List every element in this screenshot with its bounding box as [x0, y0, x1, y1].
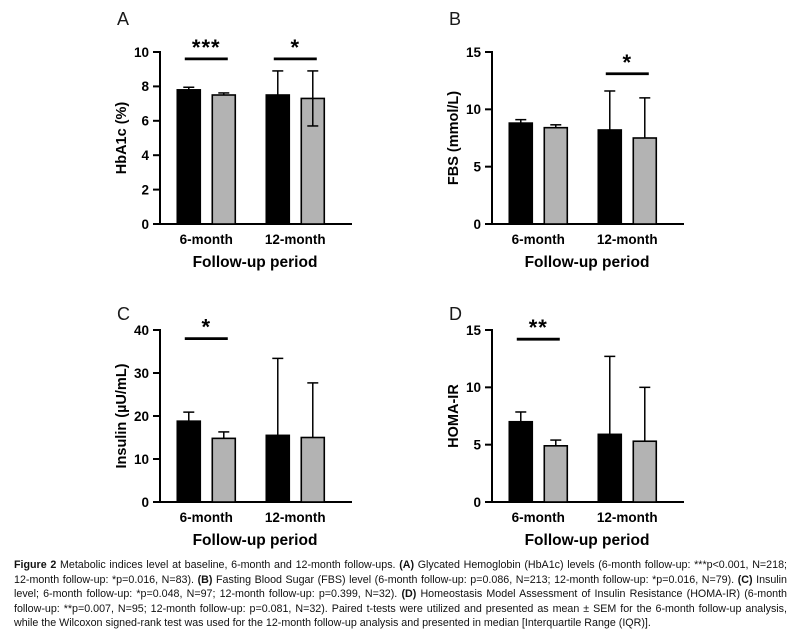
y-tick-label: 10	[466, 380, 481, 395]
category-label: 6-month	[180, 510, 233, 525]
category-label: 12-month	[265, 232, 326, 247]
caption-bold-segment: (D)	[401, 588, 417, 601]
chart-panel-d: D 0 5 10 15 HOMA-IR 6-month 12-month ** Follow-u…	[424, 294, 760, 584]
y-tick-label: 10	[134, 452, 149, 467]
caption-bold-segment: (A)	[399, 559, 415, 571]
x-axis-label: Follow-up period	[193, 254, 318, 271]
significance-asterisks: *	[201, 315, 211, 340]
gray-bar	[211, 94, 237, 225]
chart-c-svg: 0 10 20 30 40 Insulin (µU/mL) 6-month 12-month *…	[114, 315, 352, 549]
black-bar	[176, 89, 202, 225]
category-label: 6-month	[512, 510, 565, 525]
chart-b-svg: 0 5 10 15 FBS (mmol/L) 6-month 12-month * Follow…	[446, 45, 684, 271]
significance-asterisks: ***	[192, 35, 221, 60]
category-label: 6-month	[180, 232, 233, 247]
black-bar	[508, 122, 534, 225]
y-tick-label: 10	[466, 102, 481, 117]
y-tick-label: 0	[473, 217, 481, 232]
x-axis-label: Follow-up period	[525, 532, 650, 549]
y-tick-label: 15	[466, 323, 482, 338]
gray-bar	[300, 436, 326, 503]
y-axis-label: Insulin (µU/mL)	[114, 363, 130, 468]
y-axis-label: HOMA-IR	[446, 384, 462, 448]
panel-label-a: A	[117, 9, 130, 29]
figure-caption: Figure 2 Metabolic indices level at base…	[14, 558, 787, 631]
y-tick-label: 10	[134, 45, 149, 60]
y-tick-label: 0	[141, 495, 149, 510]
chart-c-plot-area: 0 10 20 30 40 Insulin (µU/mL) 6-month 12-month *…	[92, 300, 428, 573]
category-label: 12-month	[597, 232, 658, 247]
gray-bar	[543, 126, 569, 225]
caption-text-segment: Metabolic indices level at baseline, 6-m…	[56, 559, 400, 571]
x-axis-label: Follow-up period	[193, 532, 318, 549]
y-axis-label: HbA1c (%)	[114, 102, 130, 175]
y-tick-label: 2	[141, 182, 149, 197]
black-bar	[265, 94, 291, 225]
y-axis-label: FBS (mmol/L)	[446, 91, 462, 185]
panel-label-b: B	[449, 9, 462, 29]
significance-asterisks: *	[290, 35, 300, 60]
caption-text-segment: Glycated Hemoglobin (HbA1c) levels (6-mo…	[14, 559, 787, 586]
black-bar	[265, 434, 291, 503]
chart-panel-c: C 0 10 20 30 40 Insulin (µU/mL) 6-month 12-mont…	[92, 294, 428, 584]
panel-label-d: D	[449, 304, 462, 324]
caption-text-segment: Homeostasis Model Assessment of Insulin …	[14, 588, 787, 630]
significance-asterisks: **	[529, 315, 548, 340]
y-tick-label: 40	[134, 323, 149, 338]
black-bar	[597, 129, 623, 225]
caption-bold-segment: Figure 2	[14, 559, 57, 571]
y-tick-label: 15	[466, 45, 482, 60]
caption-bold-segment: (B)	[197, 573, 213, 586]
chart-d-svg: 0 5 10 15 HOMA-IR 6-month 12-month ** Follow-up …	[446, 315, 684, 549]
gray-bar	[632, 137, 658, 225]
category-label: 12-month	[597, 510, 658, 525]
black-bar	[597, 433, 623, 503]
gray-bar	[211, 437, 237, 503]
chart-a-plot-area: 0 2 4 6 8 10 HbA1c (%) 6-month 12-month *** * Follo…	[92, 22, 428, 295]
gray-bar	[632, 440, 658, 503]
category-label: 12-month	[265, 510, 326, 525]
caption-text-segment: Insulin level; 6-month follow-up: *p=0.0…	[14, 573, 787, 601]
y-tick-label: 5	[473, 437, 481, 452]
y-tick-label: 8	[141, 79, 149, 94]
chart-panel-a: A 0 2 4 6 8 10 HbA1c (%) 6-month 12-month *** * Fol…	[92, 2, 428, 292]
panel-label-c: C	[117, 304, 130, 324]
chart-panel-b: B 0 5 10 15 FBS (mmol/L) 6-month 12-month * Foll…	[424, 2, 760, 292]
caption-bold-segment: (C)	[737, 573, 753, 586]
x-axis-label: Follow-up period	[525, 254, 650, 271]
y-tick-label: 30	[134, 366, 149, 381]
category-label: 6-month	[512, 232, 565, 247]
chart-d-plot-area: 0 5 10 15 HOMA-IR 6-month 12-month ** Follow-up …	[424, 300, 760, 573]
y-tick-label: 20	[134, 409, 149, 424]
black-bar	[508, 420, 534, 503]
chart-b-plot-area: 0 5 10 15 FBS (mmol/L) 6-month 12-month * Follow…	[424, 22, 760, 295]
gray-bar	[543, 445, 569, 503]
y-tick-label: 0	[141, 217, 149, 232]
y-tick-label: 5	[473, 159, 481, 174]
y-tick-label: 0	[473, 495, 481, 510]
y-tick-label: 6	[141, 114, 149, 129]
caption-text-segment: Fasting Blood Sugar (FBS) level (6-month…	[212, 573, 738, 586]
significance-asterisks: *	[622, 50, 632, 75]
black-bar	[176, 420, 202, 503]
y-tick-label: 4	[141, 148, 149, 163]
